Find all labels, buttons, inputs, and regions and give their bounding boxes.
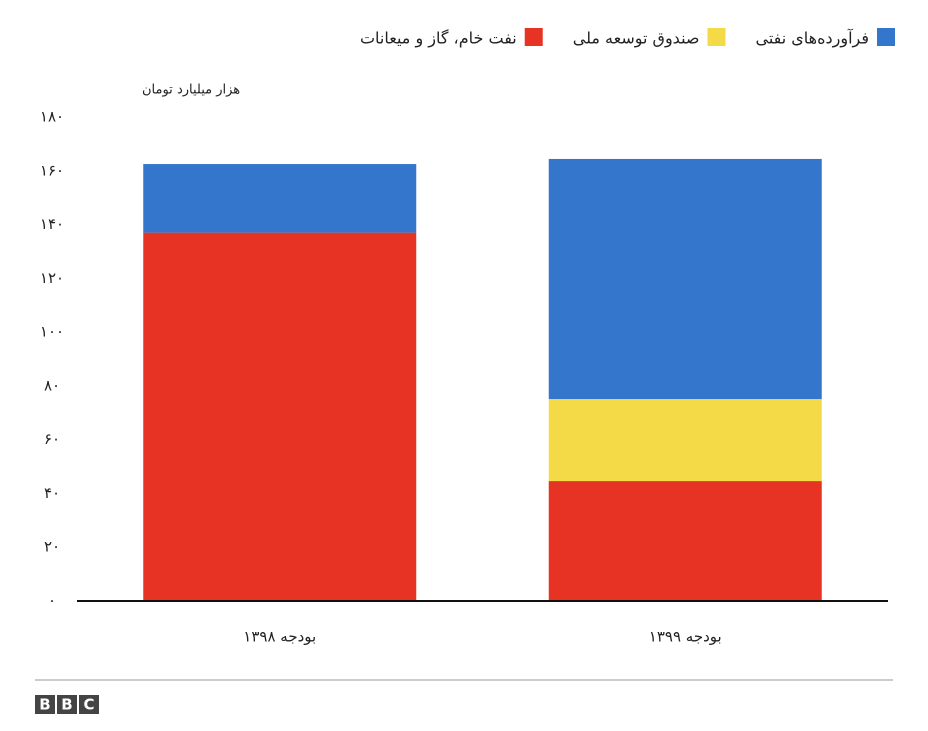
bar-segment [143, 164, 417, 233]
x-tick-label: بودجه ۱۳۹۹ [649, 628, 722, 646]
y-tick-label: ۱۸۰ [40, 108, 64, 126]
legend-label: صندوق توسعه ملی [573, 29, 700, 49]
y-tick-label: ۱۴۰ [40, 215, 64, 233]
y-tick-label: ۸۰ [44, 376, 60, 394]
logo-letter: C [83, 696, 94, 714]
y-tick-label: ۱۶۰ [40, 161, 64, 179]
bar-segment [143, 232, 417, 601]
legend-swatch [707, 28, 726, 46]
y-tick-label: ۶۰ [44, 430, 60, 448]
bar-segment [548, 399, 822, 482]
y-tick-label: ۴۰ [44, 484, 60, 502]
logo-box [35, 695, 55, 714]
logo-box [79, 695, 99, 714]
legend-swatch [524, 28, 543, 46]
logo-letter: B [39, 696, 50, 714]
y-tick-label: ۱۰۰ [40, 323, 64, 341]
y-tick-label: ۱۲۰ [40, 269, 64, 287]
logo-box [57, 695, 77, 714]
legend-label: فرآورده‌های نفتی [755, 29, 869, 49]
x-tick-label: بودجه ۱۳۹۸ [243, 628, 316, 646]
legend-label: نفت خام، گاز و میعانات [360, 29, 517, 49]
legend-swatch [877, 28, 895, 46]
logo-letter: B [61, 696, 72, 714]
y-axis-label: هزار میلیارد تومان [142, 83, 240, 98]
bar-segment [548, 158, 822, 400]
y-tick-label: ۲۰ [44, 538, 60, 556]
y-tick-label: ۰ [48, 592, 56, 610]
bar-segment [548, 481, 822, 601]
